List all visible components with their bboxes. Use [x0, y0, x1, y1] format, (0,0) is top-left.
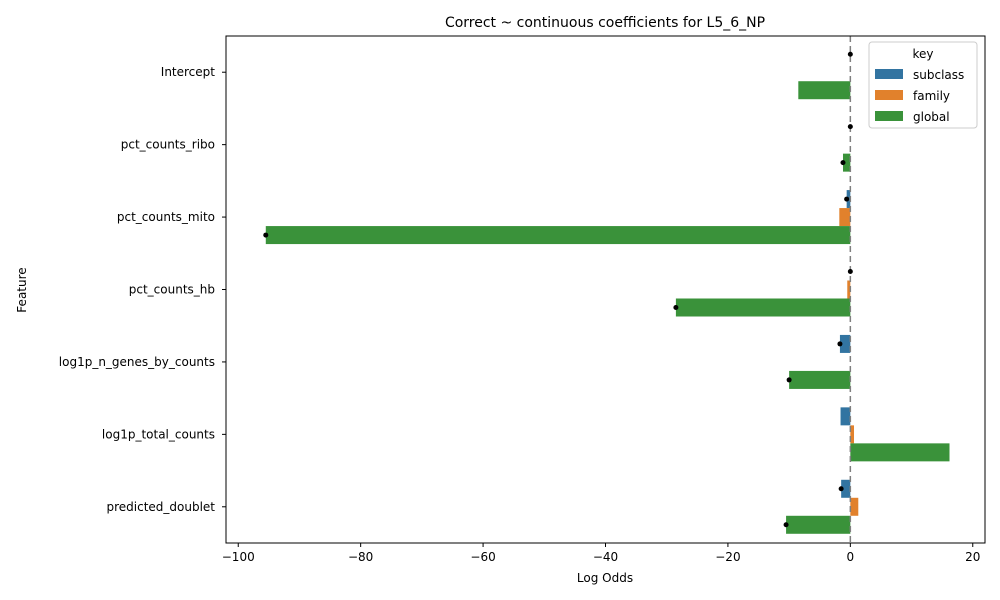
- legend-label-subclass: subclass: [913, 68, 964, 82]
- bar-family-log1p_total_counts: [850, 425, 855, 444]
- y-tick-label: log1p_total_counts: [102, 427, 215, 441]
- plot-area: [263, 36, 950, 543]
- bar-subclass-log1p_total_counts: [840, 407, 851, 426]
- x-tick-label: −40: [593, 550, 618, 564]
- y-tick-label: predicted_doublet: [106, 500, 215, 514]
- y-tick-label: pct_counts_hb: [129, 283, 215, 297]
- bar-global-Intercept: [798, 81, 851, 100]
- bar-family-pct_counts_hb: [847, 280, 851, 299]
- legend-swatch-family: [875, 90, 903, 100]
- y-tick-label: Intercept: [161, 65, 216, 79]
- y-axis-label: Feature: [15, 267, 29, 312]
- bar-global-pct_counts_mito: [265, 226, 851, 245]
- y-tick-label: pct_counts_mito: [117, 210, 215, 224]
- significance-marker-global-pct_counts_hb: [673, 305, 679, 310]
- x-tick-label: −100: [222, 550, 255, 564]
- x-tick-label: −60: [470, 550, 495, 564]
- significance-marker-global-predicted_doublet: [783, 522, 789, 528]
- legend-swatch-global: [875, 111, 903, 121]
- significance-marker-subclass-predicted_doublet: [838, 486, 844, 492]
- bar-family-predicted_doublet: [850, 497, 859, 516]
- bar-family-pct_counts_mito: [839, 208, 851, 227]
- axes: −100 −80 −60 −40 −20 0 20 Intercept pct_counts_r…: [59, 35, 986, 564]
- chart-title: Correct ~ continuous coefficients for L5…: [445, 15, 765, 31]
- legend-label-global: global: [913, 110, 950, 124]
- bar-subclass-log1p_n_genes_by_counts: [839, 334, 851, 353]
- x-tick-label: 0: [847, 550, 855, 564]
- x-tick-label: 20: [965, 550, 980, 564]
- legend-title: key: [912, 47, 933, 61]
- significance-marker-subclass-pct_counts_hb: [847, 269, 853, 274]
- significance-marker-global-log1p_n_genes_by_counts: [786, 377, 792, 383]
- significance-marker-subclass-pct_counts_ribo: [847, 124, 853, 130]
- bar-subclass-predicted_doublet: [841, 479, 851, 498]
- bar-global-predicted_doublet: [786, 515, 851, 534]
- y-tick-label: pct_counts_ribo: [121, 138, 215, 152]
- significance-marker-subclass-pct_counts_mito: [844, 196, 850, 202]
- legend-label-family: family: [913, 89, 950, 103]
- bar-global-log1p_total_counts: [850, 443, 950, 462]
- significance-marker-global-pct_counts_ribo: [840, 160, 846, 166]
- x-tick-label: −20: [715, 550, 740, 564]
- y-tick-label: log1p_n_genes_by_counts: [59, 355, 215, 369]
- legend: key subclass family global: [868, 41, 978, 129]
- x-axis-label: Log Odds: [577, 571, 633, 585]
- significance-marker-subclass-Intercept: [847, 51, 853, 57]
- legend-swatch-subclass: [875, 69, 903, 79]
- bar-global-pct_counts_ribo: [842, 153, 851, 172]
- bar-global-pct_counts_hb: [675, 298, 851, 317]
- x-tick-label: −80: [348, 550, 373, 564]
- legend-box: [868, 41, 978, 129]
- bar-global-log1p_n_genes_by_counts: [789, 370, 851, 389]
- significance-marker-global-pct_counts_mito: [263, 232, 269, 238]
- significance-marker-subclass-log1p_n_genes_by_counts: [837, 341, 843, 347]
